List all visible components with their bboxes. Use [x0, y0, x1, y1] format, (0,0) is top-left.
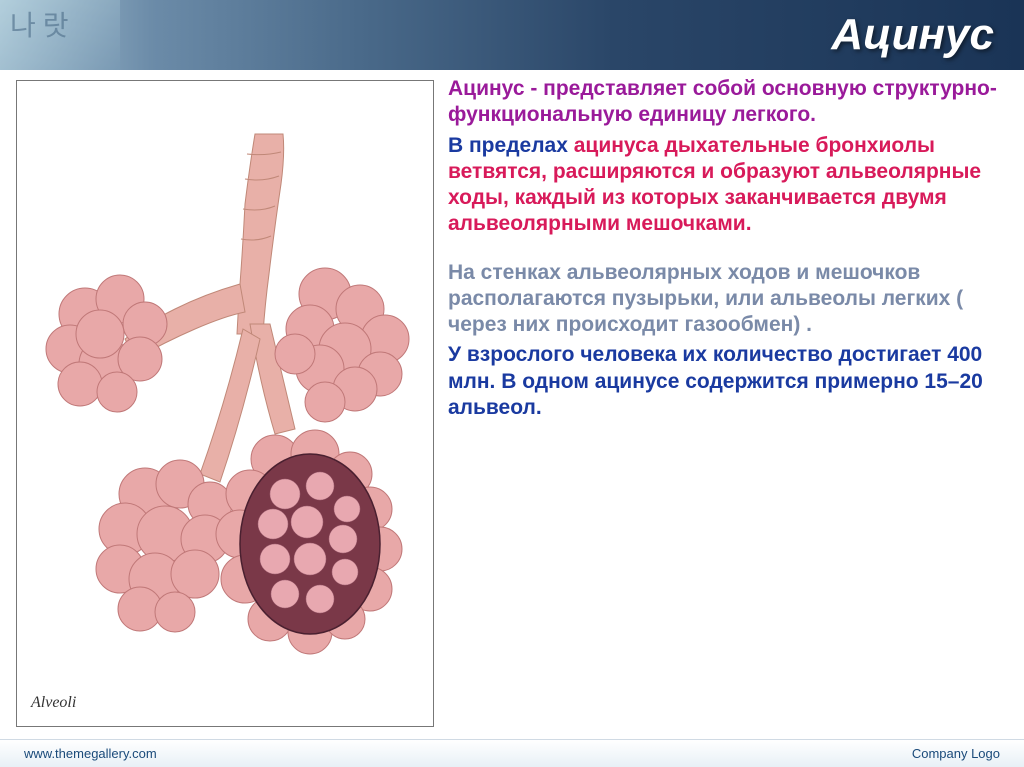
p4-seg1: У взрослого человека их количество дости… — [448, 343, 983, 419]
alveoli-svg — [25, 124, 425, 684]
alveoli-cluster-3 — [96, 460, 232, 632]
text-panel: Ацинус - представляет собой основную стр… — [440, 70, 1024, 737]
footer-logo-text: Company Logo — [912, 746, 1000, 761]
slide-title: Ацинус — [831, 10, 994, 60]
footer-url: www.themegallery.com — [24, 746, 157, 761]
p3-seg1: На стенках альвеолярных ходов и мешочков… — [448, 261, 963, 337]
alveoli-illustration: Alveoli — [16, 80, 434, 727]
paragraph-2: В пределах ацинуса дыхательные бронхиолы… — [448, 133, 1006, 238]
image-caption: Alveoli — [31, 694, 76, 712]
content-area: Alveoli Ацинус - представляет собой осно… — [0, 70, 1024, 737]
footer: www.themegallery.com Company Logo — [0, 739, 1024, 767]
alveoli-cluster-cutaway — [216, 430, 402, 654]
paragraph-4: У взрослого человека их количество дости… — [448, 342, 1006, 421]
header-decor: 나 랏 — [0, 0, 120, 70]
image-panel: Alveoli — [0, 70, 440, 737]
paragraph-3: На стенках альвеолярных ходов и мешочков… — [448, 260, 1006, 339]
p2-seg2: ацинуса — [574, 134, 665, 157]
alveoli-cluster-2 — [275, 268, 409, 422]
alveoli-cluster-1 — [46, 275, 167, 412]
p1-seg1: Ацинус - представляет собой основную стр… — [448, 77, 997, 126]
paragraph-1: Ацинус - представляет собой основную стр… — [448, 76, 1006, 129]
p2-seg1: В пределах — [448, 134, 574, 157]
